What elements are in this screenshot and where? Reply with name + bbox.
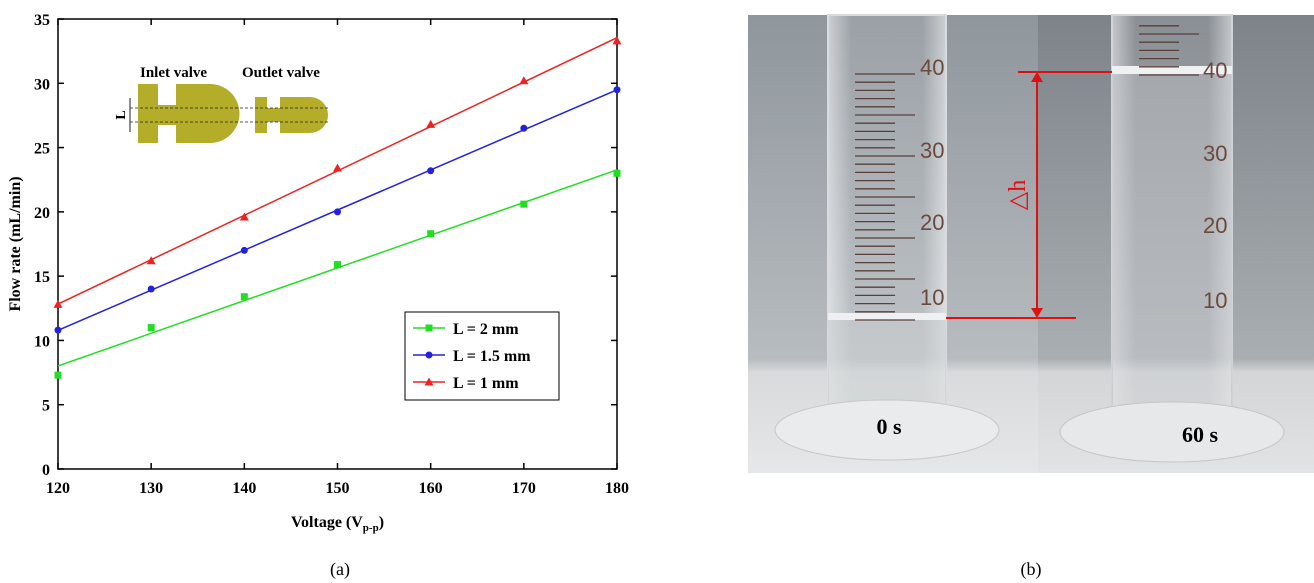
inset-diagram [129, 84, 330, 143]
marker [613, 86, 621, 94]
marker [426, 119, 436, 128]
marker [240, 293, 248, 301]
x-axis-label: Voltage (Vp-p) [291, 514, 384, 534]
delta-label: △h [1005, 180, 1031, 210]
marker [53, 299, 63, 308]
marker [54, 371, 62, 379]
legend-label: L = 1 mm [453, 375, 519, 392]
marker [239, 212, 249, 221]
x-axis-label-part: p-p [363, 522, 379, 534]
caption: (b) [1021, 559, 1042, 580]
time-label: 60 s [1182, 422, 1219, 447]
y-tick-label: 10 [34, 333, 50, 350]
graduations [855, 25, 1199, 321]
marker [146, 256, 156, 265]
x-tick-label: 180 [605, 480, 629, 497]
x-axis-label-part: ) [379, 514, 384, 531]
scale-label: 30 [920, 138, 944, 163]
time-label: 0 s [876, 414, 902, 439]
marker [333, 163, 342, 172]
y-tick-label: 0 [42, 462, 50, 479]
x-tick-label: 170 [512, 480, 536, 497]
marker [427, 167, 435, 175]
marker [613, 169, 621, 177]
scale-label: 40 [920, 55, 944, 80]
legend-label: L = 1.5 mm [453, 348, 531, 365]
inset-label: Outlet valve [242, 65, 320, 81]
y-tick-label: 15 [34, 269, 50, 286]
photo [748, 14, 1314, 473]
x-tick-label: 150 [326, 480, 350, 497]
scale-label: 20 [920, 210, 944, 235]
legend-marker [425, 324, 433, 332]
marker [519, 76, 529, 85]
marker [612, 36, 622, 45]
x-tick-label: 130 [139, 480, 163, 497]
legend-label: L = 2 mm [453, 321, 519, 338]
scale-label: 30 [1203, 141, 1227, 166]
height-marker [946, 71, 1112, 319]
caption: (a) [330, 559, 350, 580]
legend-marker [424, 377, 434, 386]
y-tick-label: 30 [34, 76, 50, 93]
marker [427, 230, 435, 238]
x-tick-label: 120 [46, 480, 70, 497]
inset-label: Inlet valve [140, 65, 207, 81]
scale-label: 10 [1203, 288, 1227, 313]
marker [520, 124, 528, 132]
scale-label: 20 [1203, 213, 1227, 238]
y-tick-label: 20 [34, 205, 50, 222]
scale-label: 10 [920, 285, 944, 310]
y-tick-label: 35 [34, 12, 50, 29]
marker [54, 326, 62, 334]
y-tick-label: 5 [42, 398, 50, 415]
y-tick-label: 25 [34, 141, 50, 158]
x-tick-label: 140 [232, 480, 256, 497]
marker [334, 208, 341, 216]
marker [520, 200, 528, 208]
y-axis-label: Flow rate (mL/min) [7, 176, 24, 311]
x-tick-label: 160 [419, 480, 443, 497]
marker [147, 285, 155, 293]
x-axis-label-part: Voltage (V [291, 514, 363, 531]
scale-label: 40 [1203, 58, 1227, 83]
inset-label: L [114, 110, 129, 119]
legend-marker [425, 351, 433, 359]
marker [147, 324, 155, 332]
marker [334, 261, 341, 269]
marker [240, 246, 248, 254]
